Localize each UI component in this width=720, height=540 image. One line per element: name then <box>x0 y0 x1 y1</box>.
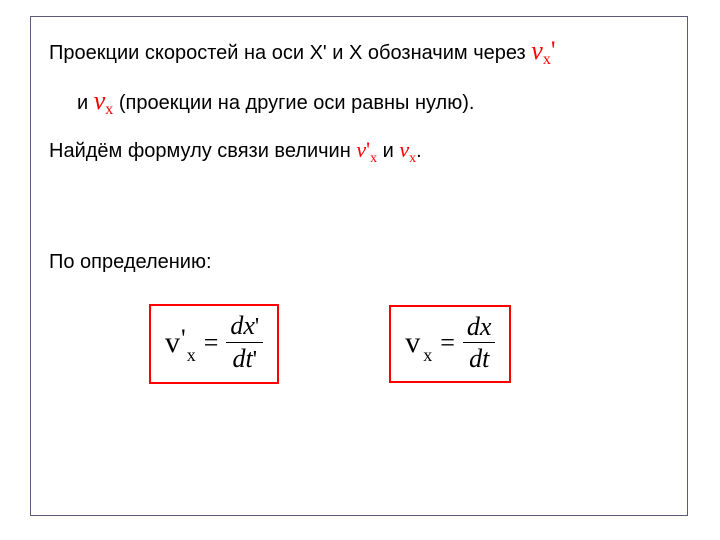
diff-d: d <box>230 311 243 340</box>
formula-row: v ' x = dx' dt' v x = <box>49 304 669 383</box>
diff-d: d <box>467 312 480 341</box>
diff-var: x <box>480 312 492 341</box>
equals-sign: = <box>432 328 463 358</box>
text-run: (проекции на другие оси равны нулю). <box>119 92 475 114</box>
var-vx-prime-small: v'x <box>356 140 377 162</box>
slide-frame: Проекции скоростей на оси X' и X обознач… <box>30 16 688 516</box>
fraction-numerator: dx' <box>226 312 263 340</box>
paragraph-1-line-2: и vx (проекции на другие оси равны нулю)… <box>49 81 669 123</box>
var-letter: v <box>94 86 106 115</box>
text-run: и <box>377 140 399 162</box>
formula-box-vx-prime: v ' x = dx' dt' <box>149 304 279 383</box>
fraction: dx' dt' <box>226 312 263 373</box>
fraction-denominator: dt <box>465 345 493 372</box>
text-run: и <box>327 42 349 64</box>
paragraph-3: По определению: <box>49 247 669 278</box>
formula-box-vx: v x = dx dt <box>389 305 511 383</box>
var-letter: v <box>531 36 543 65</box>
paragraph-2: Найдём формулу связи величин v'x и vx. <box>49 133 669 170</box>
var-letter: v <box>356 137 366 162</box>
fraction-bar <box>226 342 263 343</box>
var-prime: ' <box>551 36 556 65</box>
diff-var: t <box>482 344 489 373</box>
diff-var: x <box>243 311 255 340</box>
var-letter: v <box>399 137 409 162</box>
fraction: dx dt <box>463 313 496 373</box>
axis-x: X <box>349 42 362 64</box>
text-run: обозначим через <box>362 42 531 64</box>
diff-prime: ' <box>255 314 259 340</box>
var-vx-small: vx <box>399 140 416 162</box>
diff-d: d <box>469 344 482 373</box>
text-run: Проекции скоростей на оси <box>49 42 310 64</box>
formula-lhs: v ' x <box>165 326 196 360</box>
lhs-sub: x <box>186 345 196 366</box>
formula-lhs: v x <box>405 326 432 360</box>
diff-var: t <box>246 344 253 373</box>
fraction-denominator: dt' <box>229 345 262 373</box>
text-run: и <box>77 92 94 114</box>
text-run: По определению: <box>49 251 212 273</box>
lhs-v: v <box>405 326 420 360</box>
var-subscript: x <box>370 151 377 166</box>
fraction-numerator: dx <box>463 313 496 340</box>
var-vx: vx <box>94 92 114 114</box>
text-run: Найдём формулу связи величин <box>49 140 356 162</box>
var-subscript: x <box>543 51 551 68</box>
text-run: . <box>416 140 422 162</box>
lhs-sub: x <box>420 345 432 366</box>
equals-sign: = <box>196 328 227 358</box>
var-vx-prime: vx' <box>531 42 555 64</box>
diff-d: d <box>233 344 246 373</box>
axis-x-prime: X' <box>310 42 327 64</box>
paragraph-1-line-1: Проекции скоростей на оси X' и X обознач… <box>49 31 669 73</box>
lhs-v: v <box>165 326 180 360</box>
diff-prime: ' <box>253 347 257 373</box>
fraction-bar <box>463 342 496 343</box>
